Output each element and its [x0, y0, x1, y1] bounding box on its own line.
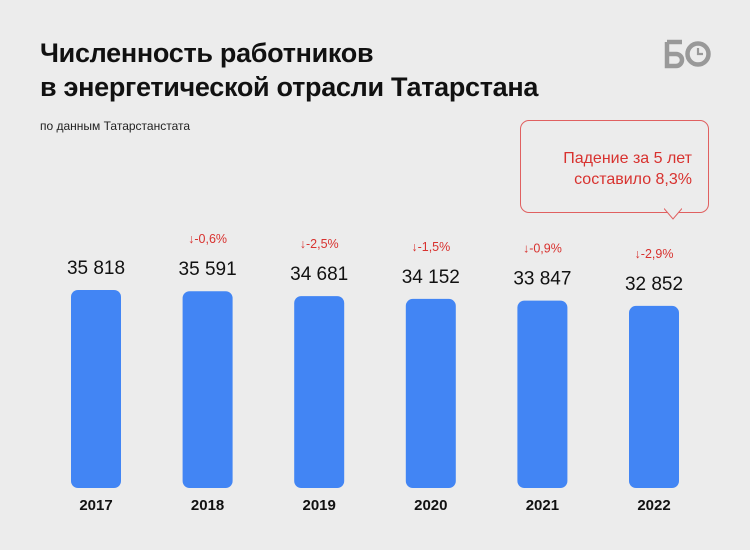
x-tick-label-2019: 2019	[303, 497, 336, 514]
change-label-2018: ↓-0,6%	[188, 232, 227, 246]
chart-title-line-1: Численность работников	[40, 38, 374, 68]
chart-subtitle: по данным Татарстанстата	[40, 119, 191, 133]
x-tick-label-2021: 2021	[526, 497, 559, 514]
chart-title-line-2: в энергетической отрасли Татарстана	[40, 72, 539, 102]
value-label-2022: 32 852	[625, 274, 683, 295]
bar-2021	[517, 300, 568, 488]
callout-text: Падение за 5 лет составило 8,3%	[563, 148, 692, 190]
x-tick-label-2018: 2018	[191, 497, 224, 514]
bo-logo-icon	[664, 39, 711, 69]
value-label-2018: 35 591	[179, 259, 237, 280]
callout-tail	[664, 208, 682, 220]
bar-2018	[182, 291, 233, 488]
change-label-2020: ↓-1,5%	[411, 240, 450, 254]
bar-2022	[629, 305, 679, 488]
value-label-2021: 33 847	[513, 269, 571, 290]
x-tick-label-2017: 2017	[79, 497, 112, 514]
x-tick-label-2020: 2020	[414, 497, 447, 514]
change-label-2019: ↓-2,5%	[300, 237, 339, 251]
change-label-2021: ↓-0,9%	[523, 242, 562, 256]
bar-2017	[71, 290, 121, 488]
chart-title: Численность работников в энергетической …	[40, 36, 538, 104]
change-label-2022: ↓-2,9%	[635, 247, 674, 261]
value-label-2020: 34 152	[402, 267, 460, 288]
callout-line-1: Падение за 5 лет	[563, 150, 692, 167]
x-tick-label-2022: 2022	[637, 497, 670, 514]
callout-box: Падение за 5 лет составило 8,3%	[520, 120, 709, 213]
bar-2020	[405, 298, 456, 488]
bar-2019	[294, 296, 345, 488]
value-label-2017: 35 818	[67, 258, 125, 279]
callout-line-2: составило 8,3%	[574, 171, 692, 188]
value-label-2019: 34 681	[290, 264, 348, 285]
